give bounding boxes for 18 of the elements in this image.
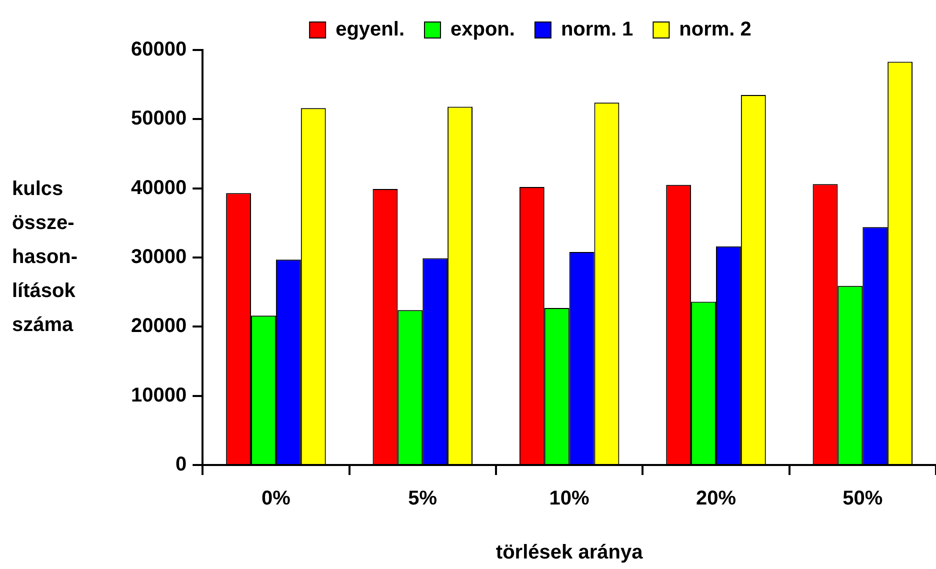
legend-label: expon. [450, 18, 515, 41]
y-tick-label: 60000 [130, 38, 187, 61]
legend-label: norm. 1 [560, 18, 634, 41]
y-tick-label: 30000 [130, 246, 187, 268]
legend-label: egyenl. [336, 18, 404, 41]
x-tick-label: 50% [842, 488, 883, 510]
x-tick-label: 10% [549, 488, 590, 510]
y-tick-label: 50000 [130, 108, 187, 130]
x-tick-label: 0% [262, 488, 291, 510]
legend-label: norm. 2 [679, 18, 752, 41]
y-tick-label: 0 [175, 454, 187, 476]
y-axis-title: kulcs össze- hason- lítások száma [12, 177, 78, 338]
x-tick-label: 5% [408, 488, 438, 510]
y-tick-label: 10000 [130, 384, 187, 406]
y-tick-label: 20000 [130, 315, 187, 338]
x-tick-label: 20% [696, 488, 736, 510]
x-axis-title: törlések aránya [496, 542, 644, 564]
y-tick-label: 40000 [130, 176, 187, 199]
